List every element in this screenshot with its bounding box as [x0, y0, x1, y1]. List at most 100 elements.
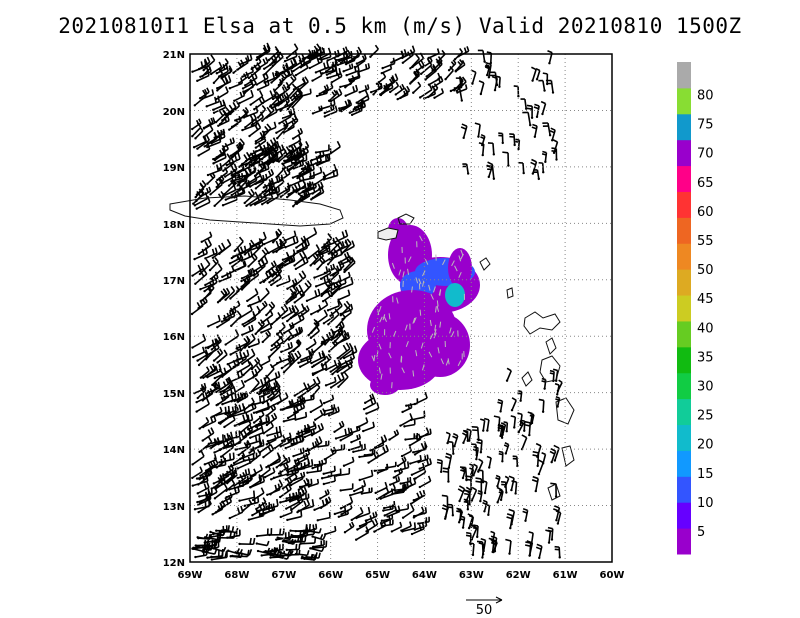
- wind-barb: [206, 549, 224, 559]
- colorbar-label: 15: [697, 467, 714, 482]
- wind-barb: [198, 416, 210, 430]
- lon-label-68w: 68W: [224, 570, 249, 581]
- wind-barb: [375, 444, 389, 459]
- wind-barb: [256, 163, 270, 175]
- wind-barb: [453, 75, 464, 92]
- wind-barb: [358, 469, 374, 482]
- colorbar-segment: [677, 113, 691, 141]
- wind-barb: [293, 270, 307, 288]
- wind-barb: [399, 413, 414, 427]
- wind-vector: [429, 333, 434, 340]
- wind-vector: [428, 351, 433, 358]
- wind-barb: [480, 133, 486, 147]
- wind-barb: [326, 68, 342, 80]
- wind-barb: [259, 355, 271, 367]
- wind-barb: [327, 308, 340, 326]
- wind-vector: [440, 358, 444, 365]
- wind-barb: [197, 238, 212, 256]
- wind-barb: [262, 444, 275, 459]
- wind-barb: [234, 260, 247, 272]
- wind-barb: [323, 404, 336, 413]
- wind-barb: [281, 304, 296, 320]
- wind-barb: [436, 458, 443, 474]
- wind-barb: [313, 171, 327, 186]
- wind-barb: [484, 417, 490, 432]
- wind-vector: [422, 270, 426, 277]
- wind-vector: [383, 316, 387, 322]
- wind-barb: [417, 454, 429, 464]
- wind-vector: [401, 367, 405, 374]
- wind-barb: [418, 458, 433, 470]
- wind-barb: [540, 100, 547, 116]
- wind-barb: [242, 361, 254, 377]
- wind-barb: [197, 497, 212, 514]
- wind-barb: [513, 85, 520, 98]
- wind-barb: [302, 164, 315, 176]
- wind-barb: [444, 65, 454, 81]
- colorbar-label: 40: [697, 321, 714, 336]
- wind-barb: [270, 335, 284, 352]
- wind-vector: [378, 305, 382, 312]
- wind-barb: [298, 355, 312, 368]
- wind-barb: [233, 138, 245, 156]
- wind-barb: [198, 258, 211, 276]
- wind-barb: [195, 392, 208, 404]
- wind-barb: [355, 54, 367, 65]
- wind-barb: [251, 487, 265, 502]
- lat-label-12n: 12N: [163, 558, 185, 569]
- wind-vector: [396, 297, 399, 304]
- wind-barb: [470, 486, 478, 502]
- wind-barb: [212, 68, 224, 85]
- wind-vector: [458, 255, 462, 262]
- colorbar-label: 70: [697, 147, 714, 162]
- wind-barb: [529, 412, 535, 425]
- wind-barb: [222, 157, 235, 172]
- wind-barb: [259, 287, 270, 303]
- wind-barb: [279, 95, 291, 112]
- wind-barb: [442, 467, 450, 483]
- wind-vector: [439, 321, 442, 328]
- lon-label-67w: 67W: [271, 570, 296, 581]
- wind-barb: [229, 300, 241, 312]
- wind-barb: [233, 412, 249, 427]
- wind-barb: [343, 256, 356, 274]
- wind-barb: [335, 278, 347, 289]
- colorbar-label: 60: [697, 205, 714, 220]
- wind-barb: [312, 335, 327, 354]
- wind-barb: [289, 284, 303, 301]
- wind-barb: [221, 265, 235, 279]
- wind-barb: [480, 538, 487, 553]
- wind-barb: [243, 188, 255, 205]
- wind-barb: [311, 363, 324, 377]
- wind-barb: [241, 310, 256, 326]
- wind-barb: [191, 541, 206, 550]
- wind-vector: [438, 289, 442, 296]
- wind-barb: [242, 499, 253, 512]
- reference-arrowhead: [495, 596, 503, 604]
- coastline-vieques: [377, 227, 399, 241]
- wind-barb: [495, 474, 501, 488]
- colorbar-segment: [677, 424, 691, 451]
- wind-vector: [434, 324, 437, 331]
- wind-barb: [481, 479, 488, 495]
- wind-barb: [399, 476, 412, 485]
- wind-barb: [459, 515, 466, 529]
- wind-barb: [505, 367, 512, 382]
- wind-barb: [532, 450, 540, 468]
- wind-barb: [254, 135, 267, 149]
- wind-vector: [400, 356, 403, 363]
- colorbar-label: 55: [697, 234, 714, 249]
- wind-barb: [238, 303, 253, 320]
- wind-barb: [319, 489, 330, 500]
- lat-label-13n: 13N: [163, 502, 185, 513]
- wind-vector: [430, 293, 434, 300]
- wind-barb: [372, 80, 383, 96]
- wind-barb: [321, 232, 333, 249]
- wind-barb: [316, 299, 329, 313]
- wind-barb: [286, 278, 298, 290]
- wind-barb: [412, 81, 422, 94]
- wind-barb: [502, 151, 510, 167]
- wind-barb: [262, 54, 278, 70]
- wind-barb: [482, 499, 488, 513]
- wind-barb: [215, 174, 225, 189]
